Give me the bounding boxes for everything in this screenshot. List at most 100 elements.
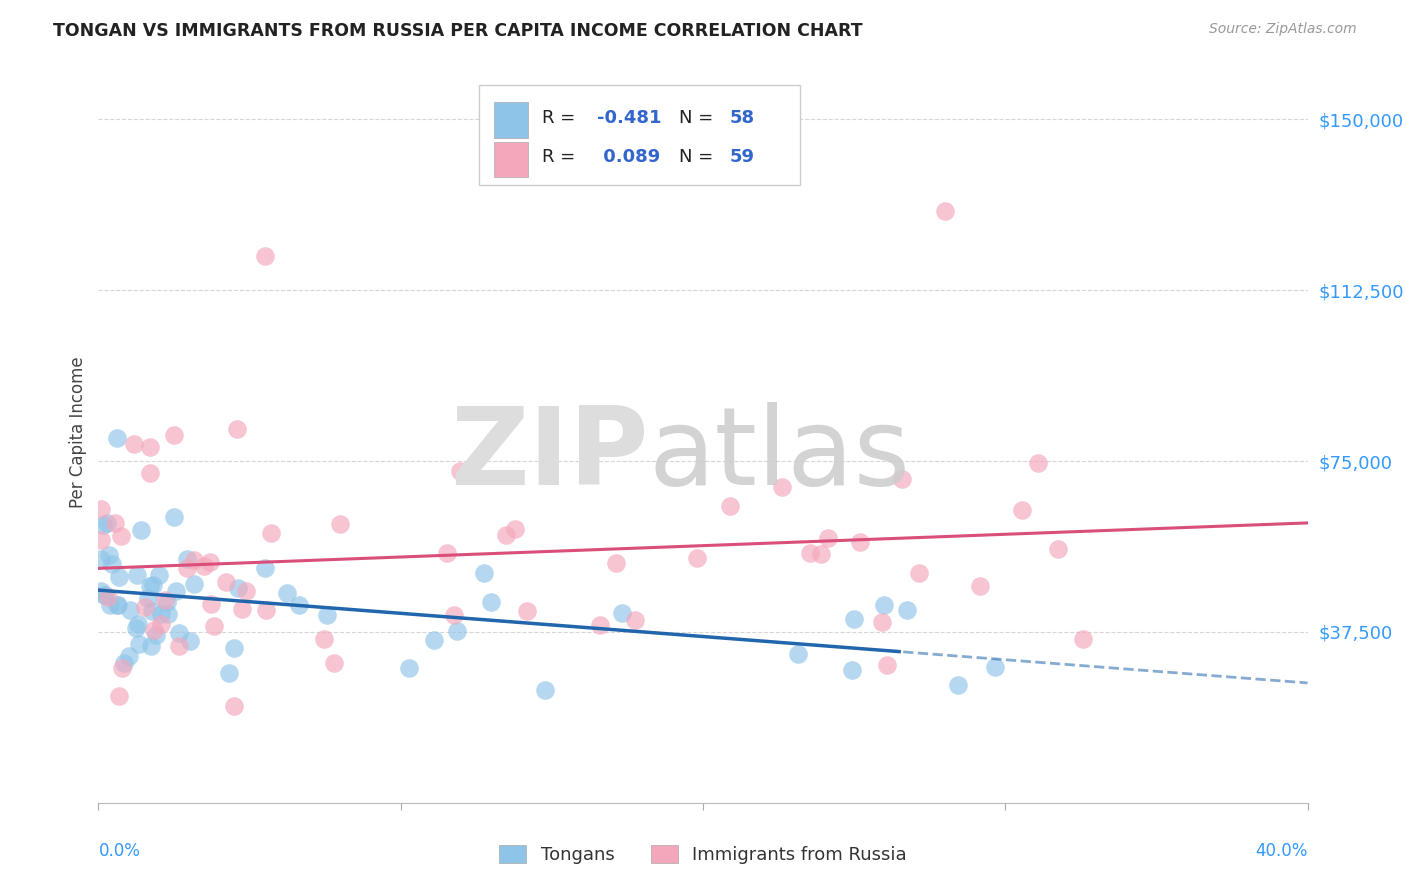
Point [157, 607, 180, 622]
Point [235, 584, 257, 599]
Point [176, 552, 198, 566]
Point [786, 648, 808, 662]
Point [436, 546, 458, 560]
Point [139, 466, 162, 480]
Point [224, 641, 246, 656]
Point [322, 657, 344, 671]
Point [1026, 456, 1049, 470]
Point [155, 593, 177, 607]
Point [946, 678, 969, 692]
Point [183, 577, 205, 591]
FancyBboxPatch shape [494, 142, 527, 178]
Point [149, 617, 172, 632]
Point [254, 561, 277, 575]
Point [612, 606, 634, 620]
Point [314, 632, 336, 646]
Point [108, 570, 131, 584]
Point [138, 441, 160, 455]
Point [163, 427, 186, 442]
Point [200, 597, 222, 611]
Text: -0.481: -0.481 [596, 109, 661, 127]
Point [873, 598, 896, 612]
Point [472, 566, 495, 580]
Text: 58: 58 [730, 109, 755, 127]
Point [215, 574, 238, 589]
Point [479, 594, 502, 608]
Point [686, 550, 709, 565]
Point [97, 548, 120, 562]
Point [145, 628, 167, 642]
Point [90, 533, 112, 548]
Point [94, 588, 117, 602]
Point [876, 657, 898, 672]
Point [120, 603, 142, 617]
Text: Source: ZipAtlas.com: Source: ZipAtlas.com [1209, 22, 1357, 37]
Point [770, 480, 793, 494]
Point [97, 591, 120, 605]
Point [198, 555, 221, 569]
Point [134, 599, 156, 614]
Point [934, 203, 956, 218]
Point [108, 689, 131, 703]
Text: 40.0%: 40.0% [1256, 842, 1308, 860]
Point [165, 584, 187, 599]
Point [167, 626, 190, 640]
Point [842, 612, 865, 626]
Point [449, 464, 471, 478]
Text: R =: R = [543, 148, 581, 166]
Point [398, 661, 420, 675]
Point [254, 602, 277, 616]
Point [817, 532, 839, 546]
Point [139, 579, 162, 593]
Text: N =: N = [679, 148, 718, 166]
Point [423, 632, 446, 647]
Point [96, 516, 118, 530]
Point [105, 431, 128, 445]
Point [139, 639, 162, 653]
Point [127, 617, 149, 632]
Point [896, 603, 918, 617]
Point [142, 623, 165, 637]
Point [129, 523, 152, 537]
Point [624, 613, 647, 627]
Point [150, 607, 173, 621]
Point [799, 546, 821, 560]
Point [276, 585, 298, 599]
Point [253, 249, 276, 263]
Point [605, 556, 627, 570]
Point [260, 525, 283, 540]
Point [718, 499, 741, 513]
Point [503, 523, 526, 537]
Text: N =: N = [679, 109, 718, 127]
Point [849, 534, 872, 549]
Point [176, 561, 198, 575]
Point [127, 568, 149, 582]
Point [495, 528, 517, 542]
Point [148, 567, 170, 582]
Point [516, 604, 538, 618]
Point [169, 639, 191, 653]
Point [90, 502, 112, 516]
Point [128, 637, 150, 651]
Point [202, 618, 225, 632]
Point [329, 516, 352, 531]
Point [156, 595, 179, 609]
Point [118, 649, 141, 664]
Point [984, 659, 1007, 673]
Point [443, 607, 465, 622]
Text: 59: 59 [730, 148, 755, 166]
Point [1047, 542, 1070, 557]
Point [225, 422, 247, 436]
Point [101, 558, 124, 572]
Point [179, 633, 201, 648]
Point [141, 604, 163, 618]
Point [90, 552, 112, 566]
Point [90, 583, 112, 598]
Text: R =: R = [543, 109, 581, 127]
Text: ZIP: ZIP [450, 401, 648, 508]
Legend: Tongans, Immigrants from Russia: Tongans, Immigrants from Russia [499, 845, 907, 864]
Point [183, 553, 205, 567]
Text: 0.089: 0.089 [596, 148, 659, 166]
FancyBboxPatch shape [479, 85, 800, 185]
Point [125, 621, 148, 635]
